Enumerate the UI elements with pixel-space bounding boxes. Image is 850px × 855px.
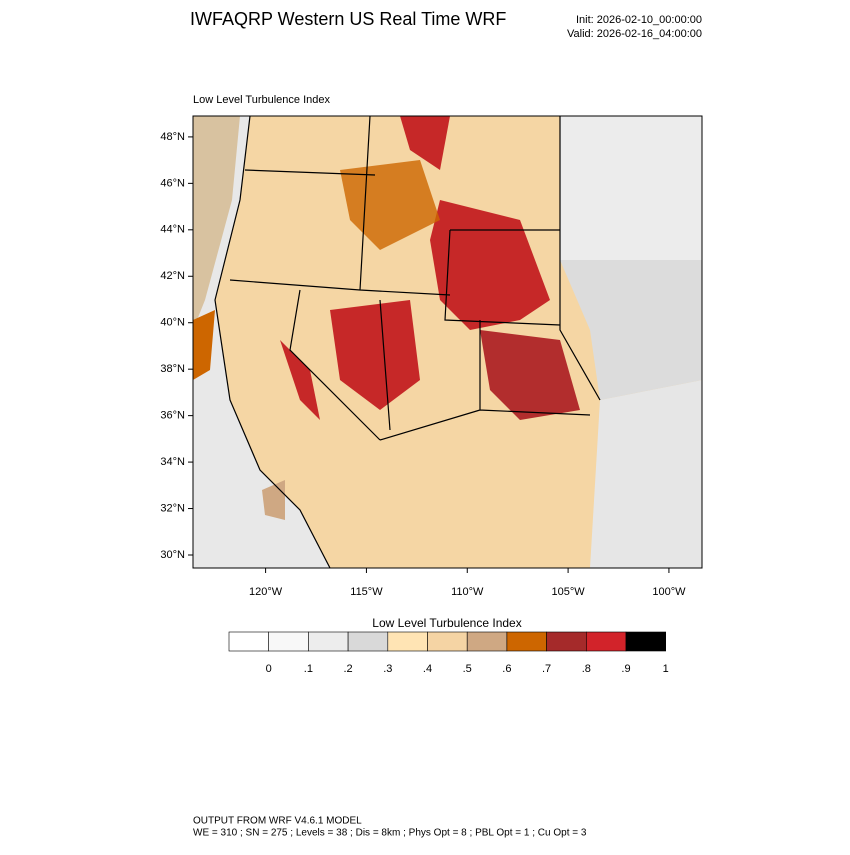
colorbar-tick-label: .2 xyxy=(344,663,353,675)
colorbar-tick-label: 1 xyxy=(663,663,669,675)
colorbar-box xyxy=(506,631,547,652)
colorbar-box xyxy=(625,631,667,652)
lat-tick-label: 34°N xyxy=(160,456,185,468)
lat-tick-label: 40°N xyxy=(160,317,185,329)
lon-tick-label: 100°W xyxy=(652,586,686,598)
colorbar-tick-label: .9 xyxy=(621,663,630,675)
colorbar-tick-label: .8 xyxy=(582,663,591,675)
lon-tick-label: 110°W xyxy=(451,586,484,598)
lat-tick-label: 48°N xyxy=(160,131,185,143)
lat-tick-label: 42°N xyxy=(160,270,185,282)
colorbar-box xyxy=(466,631,508,652)
lat-tick-label: 46°N xyxy=(160,177,185,189)
colorbar-box xyxy=(585,631,627,652)
lat-tick-label: 44°N xyxy=(160,224,185,236)
valid-time: Valid: 2026-02-16_04:00:00 xyxy=(567,28,702,40)
colorbar-tick-label: .3 xyxy=(383,663,392,675)
footer-line: OUTPUT FROM WRF V4.6.1 MODEL xyxy=(193,816,362,827)
lon-tick-label: 105°W xyxy=(552,586,586,598)
colorbar-tick-label: .5 xyxy=(463,663,472,675)
colorbar-tick-label: 0 xyxy=(266,663,272,675)
lat-tick-label: 30°N xyxy=(160,549,185,561)
colorbar-box xyxy=(347,631,389,652)
map-subtitle: Low Level Turbulence Index xyxy=(193,94,330,106)
colorbar-box xyxy=(268,631,309,652)
colorbar-tick-label: .6 xyxy=(502,663,511,675)
lon-tick-label: 115°W xyxy=(350,586,383,598)
colorbar-box xyxy=(228,631,270,652)
colorbar-tick-label: .1 xyxy=(304,663,313,675)
init-time: Init: 2026-02-10_00:00:00 xyxy=(576,14,702,26)
colorbar-tick-label: .4 xyxy=(423,663,432,675)
lat-tick-label: 38°N xyxy=(160,363,185,375)
lon-tick-label: 120°W xyxy=(249,586,283,598)
lat-tick-label: 36°N xyxy=(160,410,185,422)
map-frame xyxy=(192,115,703,569)
footer-line: WE = 310 ; SN = 275 ; Levels = 38 ; Dis … xyxy=(193,828,587,839)
colorbar-box xyxy=(387,631,428,652)
title: IWFAQRP Western US Real Time WRF xyxy=(190,9,506,29)
colorbar-box xyxy=(427,631,468,652)
colorbar-tick-label: .7 xyxy=(542,663,551,675)
lat-tick-label: 32°N xyxy=(160,502,185,514)
map-field xyxy=(193,116,702,568)
colorbar-title: Low Level Turbulence Index xyxy=(372,616,521,630)
colorbar-box xyxy=(308,631,349,652)
colorbar-box xyxy=(546,631,587,652)
